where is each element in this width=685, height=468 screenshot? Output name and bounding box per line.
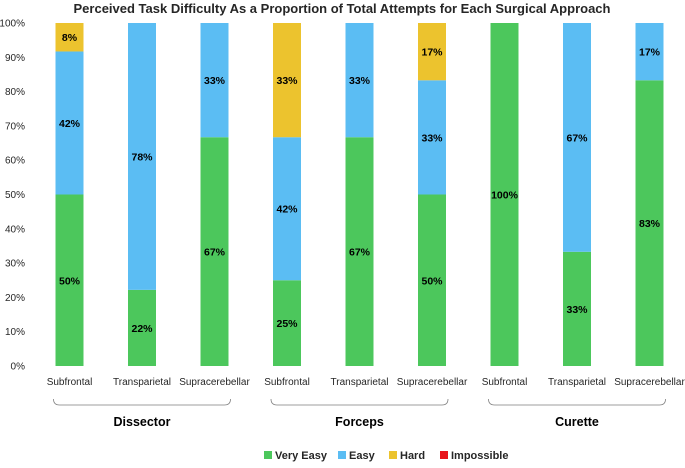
group-label: Curette: [555, 415, 599, 429]
data-label: 100%: [491, 190, 519, 202]
y-tick-label: 50%: [5, 190, 25, 201]
x-category-label: Supracerebellar: [397, 377, 468, 388]
bar-segment-easy: [273, 137, 301, 281]
y-tick-label: 100%: [0, 19, 25, 30]
x-category-label: Subfrontal: [47, 377, 93, 388]
bar-segment-very-easy: [55, 194, 84, 366]
bar-segment-easy: [563, 23, 591, 252]
bar-segment-hard: [418, 23, 446, 81]
data-label: 33%: [566, 304, 588, 316]
x-category-label: Supracerebellar: [614, 377, 685, 388]
y-tick-label: 10%: [5, 327, 25, 338]
data-label: 33%: [276, 75, 298, 87]
bar-segment-very-easy: [345, 137, 374, 366]
bar-segment-easy: [200, 23, 229, 138]
data-label: 33%: [204, 75, 226, 87]
bar-segment-very-easy: [490, 23, 519, 366]
data-label: 67%: [349, 247, 371, 259]
x-category-label: Transparietal: [548, 377, 606, 388]
y-tick-label: 70%: [5, 121, 25, 132]
y-axis: 0% 10% 20% 30% 40% 50% 60% 70% 80% 90% 100%: [0, 19, 25, 373]
data-label: 42%: [276, 204, 298, 216]
bar-segment-easy: [635, 23, 664, 81]
data-label: 78%: [131, 151, 153, 163]
y-tick-label: 80%: [5, 87, 25, 98]
legend-label: Hard: [400, 450, 425, 462]
bar-segment-very-easy: [128, 289, 156, 366]
x-category-label: Supracerebellar: [179, 377, 250, 388]
data-label: 22%: [131, 323, 153, 335]
bars: [55, 23, 664, 366]
bar-segment-easy: [418, 80, 446, 195]
group-bracket: [53, 398, 231, 406]
bar-segment-very-easy: [200, 137, 229, 366]
legend-label: Very Easy: [275, 450, 328, 462]
x-category-label: Subfrontal: [264, 377, 310, 388]
bar-segment-easy: [345, 23, 374, 138]
bar-segment-very-easy: [273, 280, 301, 366]
data-label: 8%: [62, 32, 78, 44]
data-label: 42%: [59, 118, 81, 130]
group-bracket: [270, 398, 449, 406]
legend-swatch: [389, 451, 397, 459]
bar-segment-hard: [273, 23, 301, 138]
data-label: 67%: [566, 132, 588, 144]
bar-segment-easy: [128, 23, 156, 290]
y-tick-label: 60%: [5, 156, 25, 167]
chart-title: Perceived Task Difficulty As a Proportio…: [74, 1, 611, 16]
group-label: Dissector: [114, 415, 171, 429]
x-category-label: Transparietal: [331, 377, 389, 388]
legend-swatch: [264, 451, 272, 459]
data-label: 33%: [349, 75, 371, 87]
legend: Very Easy Easy Hard Impossible: [264, 450, 508, 462]
x-category-label: Transparietal: [113, 377, 171, 388]
bar-segment-very-easy: [635, 80, 664, 366]
group-label: Forceps: [335, 415, 384, 429]
legend-swatch: [338, 451, 346, 459]
data-label: 50%: [59, 275, 81, 287]
y-tick-label: 30%: [5, 259, 25, 270]
bar-segment-easy: [55, 51, 84, 195]
y-tick-label: 40%: [5, 224, 25, 235]
data-label: 25%: [276, 318, 298, 330]
data-label: 17%: [639, 47, 661, 59]
bar-segment-very-easy: [418, 194, 446, 366]
x-category-label: Subfrontal: [482, 377, 528, 388]
data-label: 33%: [421, 132, 443, 144]
legend-label: Impossible: [451, 450, 508, 462]
bar-segment-very-easy: [563, 251, 591, 366]
y-tick-label: 0%: [11, 362, 26, 373]
group-brackets: Dissector Forceps Curette: [53, 398, 666, 429]
data-label: 17%: [421, 47, 443, 59]
data-label: 83%: [639, 218, 661, 230]
x-axis-categories: Subfrontal Transparietal Supracerebellar Su…: [47, 377, 685, 388]
bar-segment-hard: [55, 23, 84, 52]
group-bracket: [488, 398, 666, 406]
y-tick-label: 90%: [5, 53, 25, 64]
legend-swatch: [440, 451, 448, 459]
legend-label: Easy: [349, 450, 376, 462]
y-tick-label: 20%: [5, 293, 25, 304]
data-label: 67%: [204, 247, 226, 259]
data-label: 50%: [421, 275, 443, 287]
data-labels: 50% 42% 8% 22% 78% 67% 33% 25% 42% 33% 67% 33% 50% 33…: [59, 32, 661, 335]
